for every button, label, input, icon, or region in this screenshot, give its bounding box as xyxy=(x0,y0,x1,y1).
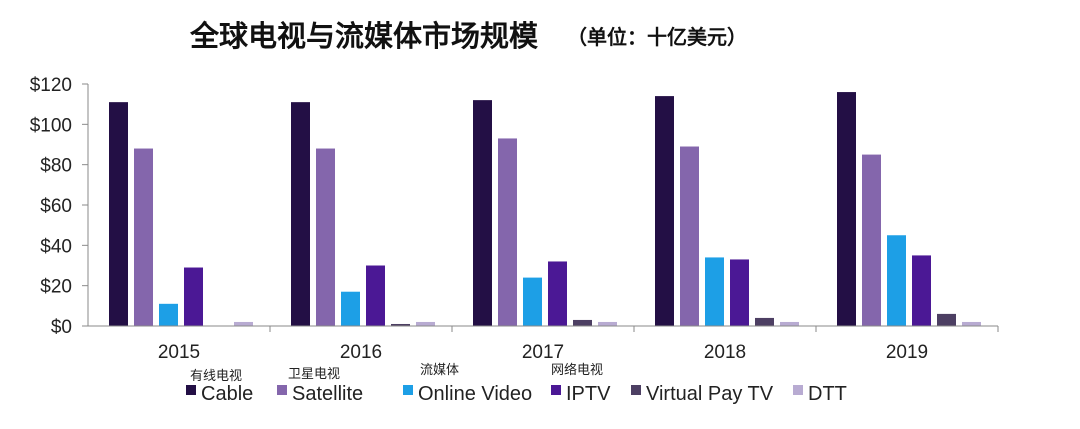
bar-cable-2019 xyxy=(837,92,856,326)
x-tick-label: 2019 xyxy=(886,342,928,363)
y-tick-label: $20 xyxy=(40,277,72,298)
legend-label-online-video: Online Video xyxy=(418,383,532,405)
y-tick-label: $40 xyxy=(40,236,72,257)
legend-cn-annotation: 流媒体 xyxy=(420,363,459,378)
chart-title-text: 全球电视与流媒体市场规模 xyxy=(189,19,539,53)
bar-online-video-2017 xyxy=(523,277,542,326)
bar-iptv-2015 xyxy=(184,267,203,326)
legend-swatch-satellite xyxy=(277,385,287,395)
bar-online-video-2019 xyxy=(887,235,906,326)
y-tick-label: $80 xyxy=(40,156,72,177)
bar-virtual-pay-tv-2018 xyxy=(755,317,774,326)
x-tick-label: 2015 xyxy=(158,342,200,363)
bar-online-video-2018 xyxy=(705,257,724,326)
legend-label-iptv: IPTV xyxy=(566,383,611,405)
bar-dtt-2018 xyxy=(780,321,799,326)
y-tick-label: $100 xyxy=(30,115,72,136)
legend-cn-annotation: 网络电视 xyxy=(551,362,603,378)
bar-online-video-2016 xyxy=(341,291,360,326)
bar-satellite-2015 xyxy=(134,148,153,326)
bar-cable-2017 xyxy=(473,100,492,326)
y-tick-label: $120 xyxy=(30,75,72,96)
bar-cable-2016 xyxy=(291,102,310,327)
bar-iptv-2016 xyxy=(366,265,385,326)
bar-iptv-2019 xyxy=(912,255,931,326)
legend-swatch-iptv xyxy=(551,385,561,395)
x-tick-label: 2018 xyxy=(704,342,746,363)
bar-virtual-pay-tv-2019 xyxy=(937,313,956,326)
legend-label-cable: Cable xyxy=(201,383,253,405)
bar-online-video-2015 xyxy=(159,303,178,326)
y-tick-label: $0 xyxy=(51,317,72,338)
bar-cable-2018 xyxy=(655,96,674,326)
bar-dtt-2017 xyxy=(598,321,617,326)
legend-swatch-dtt xyxy=(793,385,803,395)
bar-dtt-2016 xyxy=(416,321,435,326)
bar-satellite-2017 xyxy=(498,138,517,326)
x-tick-label: 2017 xyxy=(522,342,564,363)
bar-satellite-2019 xyxy=(862,154,881,326)
bar-virtual-pay-tv-2017 xyxy=(573,319,592,326)
bar-dtt-2019 xyxy=(962,321,981,326)
legend-cn-annotation: 卫星电视 xyxy=(288,367,340,382)
legend-swatch-online-video xyxy=(403,385,413,395)
bar-dtt-2015 xyxy=(234,321,253,326)
x-tick-label: 2016 xyxy=(340,342,382,363)
legend-swatch-virtual-pay-tv xyxy=(631,385,641,395)
bar-iptv-2017 xyxy=(548,261,567,326)
legend-label-satellite: Satellite xyxy=(292,383,363,405)
y-tick-label: $60 xyxy=(40,196,72,217)
chart-title: 全球电视与流媒体市场规模 （单位：十亿美元） xyxy=(189,19,747,53)
bar-cable-2015 xyxy=(109,102,128,327)
legend-cn-annotation: 有线电视 xyxy=(190,369,242,384)
legend-label-virtual-pay-tv: Virtual Pay TV xyxy=(646,383,774,405)
chart-subtitle-text: （单位：十亿美元） xyxy=(567,25,747,49)
bar-satellite-2018 xyxy=(680,146,699,326)
plot-area: $0 $20 $40 $60 $80 $100 $120 2015 2016 2017 2018 20… xyxy=(30,75,999,363)
bar-iptv-2018 xyxy=(730,259,749,326)
bar-satellite-2016 xyxy=(316,148,335,326)
bar-virtual-pay-tv-2016 xyxy=(391,323,410,326)
legend-swatch-cable xyxy=(186,385,196,395)
legend-label-dtt: DTT xyxy=(808,383,847,405)
